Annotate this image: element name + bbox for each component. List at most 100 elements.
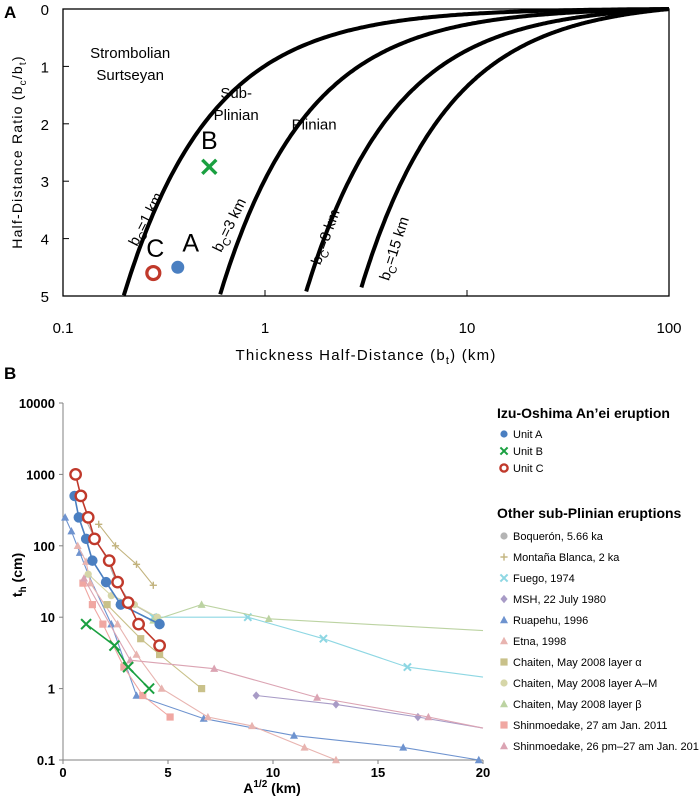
panel-a-y-tick-label: 2 [41, 117, 49, 134]
panel-label-a: A [4, 3, 16, 22]
panel-b-data-point [474, 755, 483, 764]
legend-marker [500, 615, 508, 624]
panel-b-data-point [210, 664, 219, 672]
panel-b-data-point [290, 731, 298, 739]
legend-marker [500, 636, 508, 645]
legend-entry-label: Chaiten, May 2008 layer A–M [513, 678, 657, 690]
panel-a-point-label: A [182, 229, 199, 257]
panel-b-data-point [81, 510, 95, 524]
panel-b-series-line [153, 604, 484, 632]
panel-a-x-tick-label: 10 [459, 320, 476, 337]
panel-b-data-point [403, 662, 412, 672]
panel-b-series-line [153, 616, 484, 678]
panel-b-data-point [73, 512, 84, 523]
panel-b-data-point [80, 574, 88, 582]
panel-b-y-tick-label: 10000 [19, 396, 55, 411]
panel-a-ylabel: Half-Distance Ratio (bc/bt) [9, 55, 29, 248]
panel-b-data-point [300, 743, 309, 751]
panel-b-data-point [100, 576, 112, 588]
legend-marker [500, 430, 508, 438]
panel-b-data-point [149, 581, 157, 589]
panel-a-curve [304, 7, 670, 292]
panel-b-data-point [143, 682, 155, 695]
panel-b-data-point [153, 639, 167, 653]
panel-a-curve [121, 7, 669, 297]
panel-b-data-point [132, 650, 141, 658]
panel-b-data-point [248, 721, 256, 730]
panel-b-data-point [132, 560, 141, 568]
panel-b-data-point [107, 619, 116, 628]
legend-entry-label: Shinmoedake, 26 pm–27 am Jan. 2011 [513, 741, 699, 753]
legend-entry-label: MSH, 22 July 1980 [513, 594, 606, 606]
legend-marker [500, 721, 508, 729]
panel-b-series-line [256, 694, 484, 729]
panel-b-x-tick-label: 0 [59, 765, 66, 780]
panel-b-data-point [61, 513, 70, 521]
panel-a-region-label: Surtseyan [96, 67, 164, 84]
panel-b-series-line [106, 604, 202, 690]
panel-b-data-point [95, 520, 103, 528]
panel-a-point-b [201, 158, 218, 176]
panel-b-data-point [157, 684, 166, 692]
panel-a-curve [359, 7, 670, 288]
legend-marker [500, 699, 508, 708]
panel-b-data-point [73, 541, 82, 549]
panel-b-data-point [103, 601, 111, 609]
panel-b-data-point [122, 661, 134, 673]
panel-b-data-point [67, 527, 76, 535]
panel-b-data-point [156, 650, 164, 659]
panel-b-data-point [79, 579, 87, 587]
panel-b-y-tick-label: 0.1 [37, 753, 55, 768]
panel-b-series-line [83, 578, 484, 729]
legend-entry-label: Chaiten, May 2008 layer β [513, 699, 642, 711]
panel-a-curve [218, 7, 669, 295]
legend-entry-label: Unit A [513, 429, 543, 441]
panel-b-data-point [197, 600, 206, 608]
panel-a-points: A B C [145, 127, 218, 282]
panel-a-regions: Strombolian Surtseyan Sub- Plinian Plinian [90, 45, 336, 134]
panel-a-region-label: Sub- [220, 85, 252, 102]
panel-b-ylabel: th (cm) [9, 553, 29, 597]
panel-b-data-point [111, 542, 120, 550]
panel-b-series [61, 467, 484, 764]
legend-entry-label: Chaiten, May 2008 layer α [513, 657, 642, 669]
panel-a-region-label: Strombolian [90, 45, 170, 62]
legend-entry-label: Boquerón, 5.66 ka [513, 531, 604, 543]
legend-marker [500, 741, 508, 750]
panel-b-data-point [102, 554, 116, 568]
panel-a-x-tick-label: 100 [656, 320, 681, 337]
panel-a-plot-area [62, 8, 670, 297]
panel-b-y-tick-label: 10 [41, 610, 55, 625]
panel-b-x-tick-label: 20 [476, 765, 490, 780]
panel-b-x-tick-label: 10 [266, 765, 280, 780]
panel-a-curve-label: bC=8 km [308, 207, 346, 268]
panel-b-data-point [198, 685, 206, 693]
panel-b-data-point [120, 663, 128, 671]
panel-b-data-point [166, 713, 174, 721]
legend-marker [500, 594, 508, 604]
panel-b-data-point [332, 755, 340, 764]
panel-b-y-tick-label: 100 [33, 539, 55, 554]
legend-entry-label: Ruapehu, 1996 [513, 615, 588, 627]
panel-b-data-point [203, 712, 212, 721]
panel-b-data-point [99, 620, 107, 628]
panel-b-y-tick-label: 1 [48, 682, 55, 697]
panel-b-x-tick-label: 15 [371, 765, 385, 780]
panel-a-y-tick-label: 5 [41, 289, 49, 306]
panel-b-data-point [88, 601, 96, 609]
panel-a-region-label: Plinian [214, 107, 259, 124]
panel-b-data-point [332, 700, 340, 709]
legend-entry-label: Unit B [513, 446, 543, 458]
legend-marker [499, 446, 509, 456]
legend-entry-label: Etna, 1998 [513, 636, 566, 648]
panel-b-data-point [137, 635, 145, 643]
panel-b-data-point [86, 578, 95, 587]
panel-a-point-label: B [201, 127, 218, 155]
panel-a-point-label: C [146, 235, 164, 263]
legend-marker [500, 658, 508, 666]
panel-b-y-tick-label: 1000 [26, 467, 55, 482]
panel-b-ticks: 0 5 10 15 20 0.1 1 10 100 1000 10000 [19, 396, 490, 780]
panel-a-region-label: Plinian [292, 117, 337, 134]
